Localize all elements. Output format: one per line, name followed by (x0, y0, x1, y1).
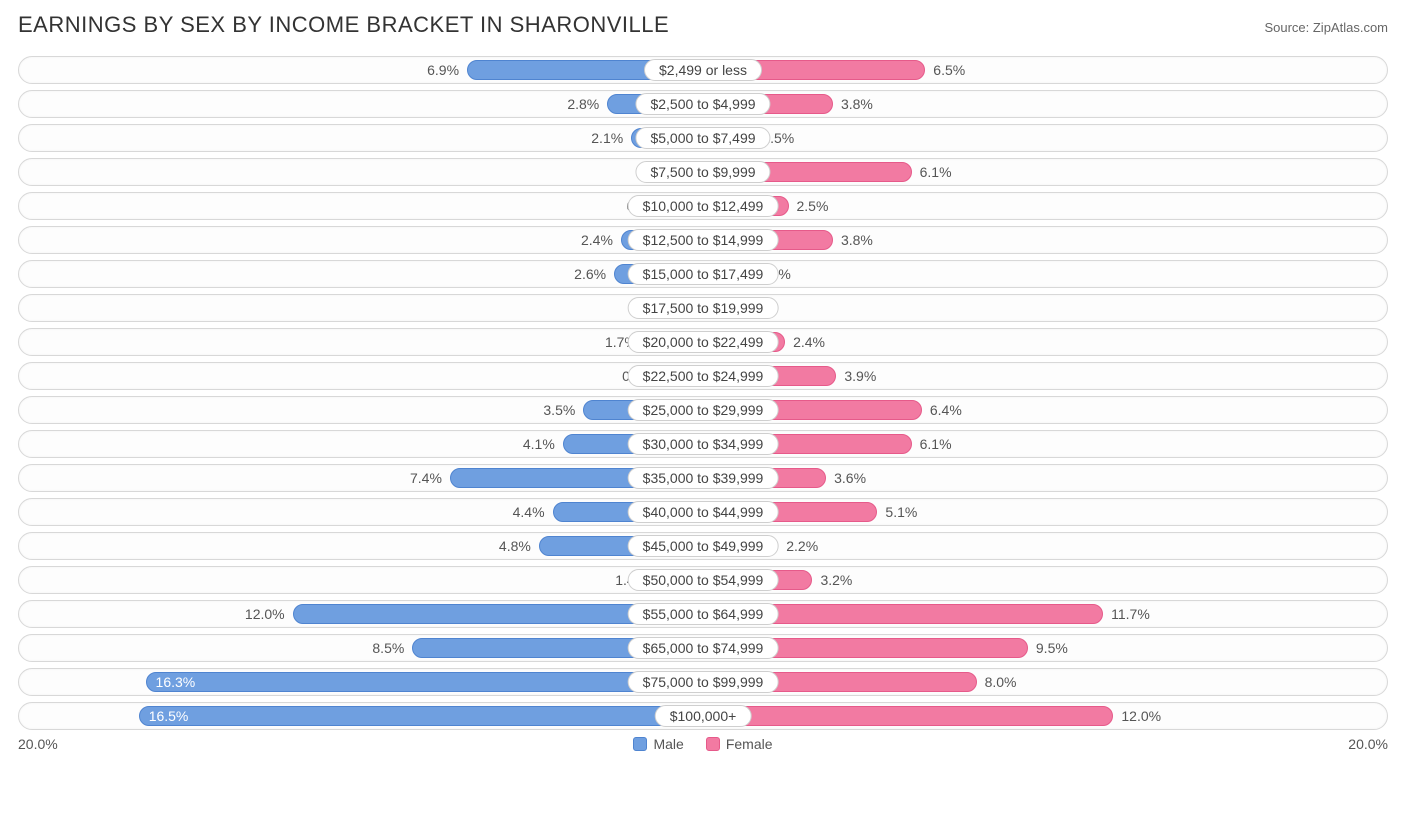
bar-row: $50,000 to $54,9991.4%3.2% (18, 566, 1388, 594)
bracket-label: $40,000 to $44,999 (628, 501, 779, 523)
bar-row: $65,000 to $74,999 8.5% 9.5% (18, 634, 1388, 662)
bar-row: $75,000 to $99,999 16.3% 8.0% (18, 668, 1388, 696)
male-value: 2.8% (567, 96, 599, 112)
female-bar (703, 706, 1113, 726)
bracket-label: $7,500 to $9,999 (635, 161, 770, 183)
legend-female-label: Female (726, 736, 773, 752)
bracket-label: $45,000 to $49,999 (628, 535, 779, 557)
bar-row: $10,000 to $12,4990.84%2.5% (18, 192, 1388, 220)
female-value: 6.4% (930, 402, 962, 418)
bar-row: $17,500 to $19,9990.3%0.39% (18, 294, 1388, 322)
female-value: 12.0% (1121, 708, 1161, 724)
bracket-label: $25,000 to $29,999 (628, 399, 779, 421)
bracket-label: $15,000 to $17,499 (628, 263, 779, 285)
male-value: 4.1% (523, 436, 555, 452)
bracket-label: $2,499 or less (644, 59, 762, 81)
female-value: 6.1% (920, 164, 952, 180)
chart-header: EARNINGS BY SEX BY INCOME BRACKET IN SHA… (18, 12, 1388, 38)
bar-row: $5,000 to $7,4992.1%1.5% (18, 124, 1388, 152)
female-value: 2.5% (797, 198, 829, 214)
bar-row: $7,500 to $9,9990.5%6.1% (18, 158, 1388, 186)
bar-row: $12,500 to $14,999 2.4% 3.8% (18, 226, 1388, 254)
bar-row: $22,500 to $24,9990.97%3.9% (18, 362, 1388, 390)
legend-female: Female (706, 736, 773, 752)
male-value: 2.4% (581, 232, 613, 248)
male-value: 16.5% (149, 708, 189, 724)
axis-label-left: 20.0% (18, 736, 58, 752)
female-value: 3.9% (844, 368, 876, 384)
male-value: 16.3% (156, 674, 196, 690)
bracket-label: $55,000 to $64,999 (628, 603, 779, 625)
chart-title: EARNINGS BY SEX BY INCOME BRACKET IN SHA… (18, 12, 669, 38)
bracket-label: $20,000 to $22,499 (628, 331, 779, 353)
male-value: 7.4% (410, 470, 442, 486)
bracket-label: $17,500 to $19,999 (628, 297, 779, 319)
bar-row: $30,000 to $34,999 4.1% 6.1% (18, 430, 1388, 458)
male-bar (139, 706, 703, 726)
female-value: 6.1% (920, 436, 952, 452)
bar-row: $35,000 to $39,999 7.4% 3.6% (18, 464, 1388, 492)
bar-row: $15,000 to $17,4992.6%1.4% (18, 260, 1388, 288)
legend: Male Female (633, 736, 772, 752)
male-value: 2.6% (574, 266, 606, 282)
female-value: 3.2% (820, 572, 852, 588)
bar-row: $25,000 to $29,999 3.5% 6.4% (18, 396, 1388, 424)
bracket-label: $75,000 to $99,999 (628, 671, 779, 693)
chart-body: $2,499 or less 6.9% 6.5% $2,500 to $4,999 2.… (18, 56, 1388, 730)
male-value: 8.5% (372, 640, 404, 656)
chart-source: Source: ZipAtlas.com (1264, 20, 1388, 35)
male-value: 6.9% (427, 62, 459, 78)
bracket-label: $2,500 to $4,999 (635, 93, 770, 115)
male-value: 3.5% (543, 402, 575, 418)
female-value: 2.2% (786, 538, 818, 554)
bar-row: $45,000 to $49,999 4.8% 2.2% (18, 532, 1388, 560)
male-swatch-icon (633, 737, 647, 751)
bar-row: $55,000 to $64,999 12.0% 11.7% (18, 600, 1388, 628)
female-value: 5.1% (885, 504, 917, 520)
female-swatch-icon (706, 737, 720, 751)
bracket-label: $22,500 to $24,999 (628, 365, 779, 387)
female-value: 3.8% (841, 232, 873, 248)
legend-male: Male (633, 736, 683, 752)
legend-male-label: Male (653, 736, 683, 752)
male-bar (146, 672, 703, 692)
bar-row: $100,000+ 16.5% 12.0% (18, 702, 1388, 730)
bracket-label: $5,000 to $7,499 (635, 127, 770, 149)
bar-row: $40,000 to $44,999 4.4% 5.1% (18, 498, 1388, 526)
female-value: 9.5% (1036, 640, 1068, 656)
male-value: 4.8% (499, 538, 531, 554)
bracket-label: $10,000 to $12,499 (628, 195, 779, 217)
bracket-label: $50,000 to $54,999 (628, 569, 779, 591)
male-value: 4.4% (513, 504, 545, 520)
bracket-label: $100,000+ (655, 705, 752, 727)
female-value: 8.0% (985, 674, 1017, 690)
bar-row: $20,000 to $22,4991.7%2.4% (18, 328, 1388, 356)
bracket-label: $35,000 to $39,999 (628, 467, 779, 489)
bracket-label: $12,500 to $14,999 (628, 229, 779, 251)
female-value: 6.5% (933, 62, 965, 78)
female-value: 3.8% (841, 96, 873, 112)
male-value: 12.0% (245, 606, 285, 622)
female-value: 3.6% (834, 470, 866, 486)
axis-label-right: 20.0% (1348, 736, 1388, 752)
bar-row: $2,499 or less 6.9% 6.5% (18, 56, 1388, 84)
male-value: 2.1% (591, 130, 623, 146)
bar-row: $2,500 to $4,999 2.8% 3.8% (18, 90, 1388, 118)
chart-footer: 20.0% Male Female 20.0% (18, 736, 1388, 752)
female-value: 11.7% (1111, 606, 1150, 622)
bracket-label: $65,000 to $74,999 (628, 637, 779, 659)
bracket-label: $30,000 to $34,999 (628, 433, 779, 455)
female-value: 2.4% (793, 334, 825, 350)
